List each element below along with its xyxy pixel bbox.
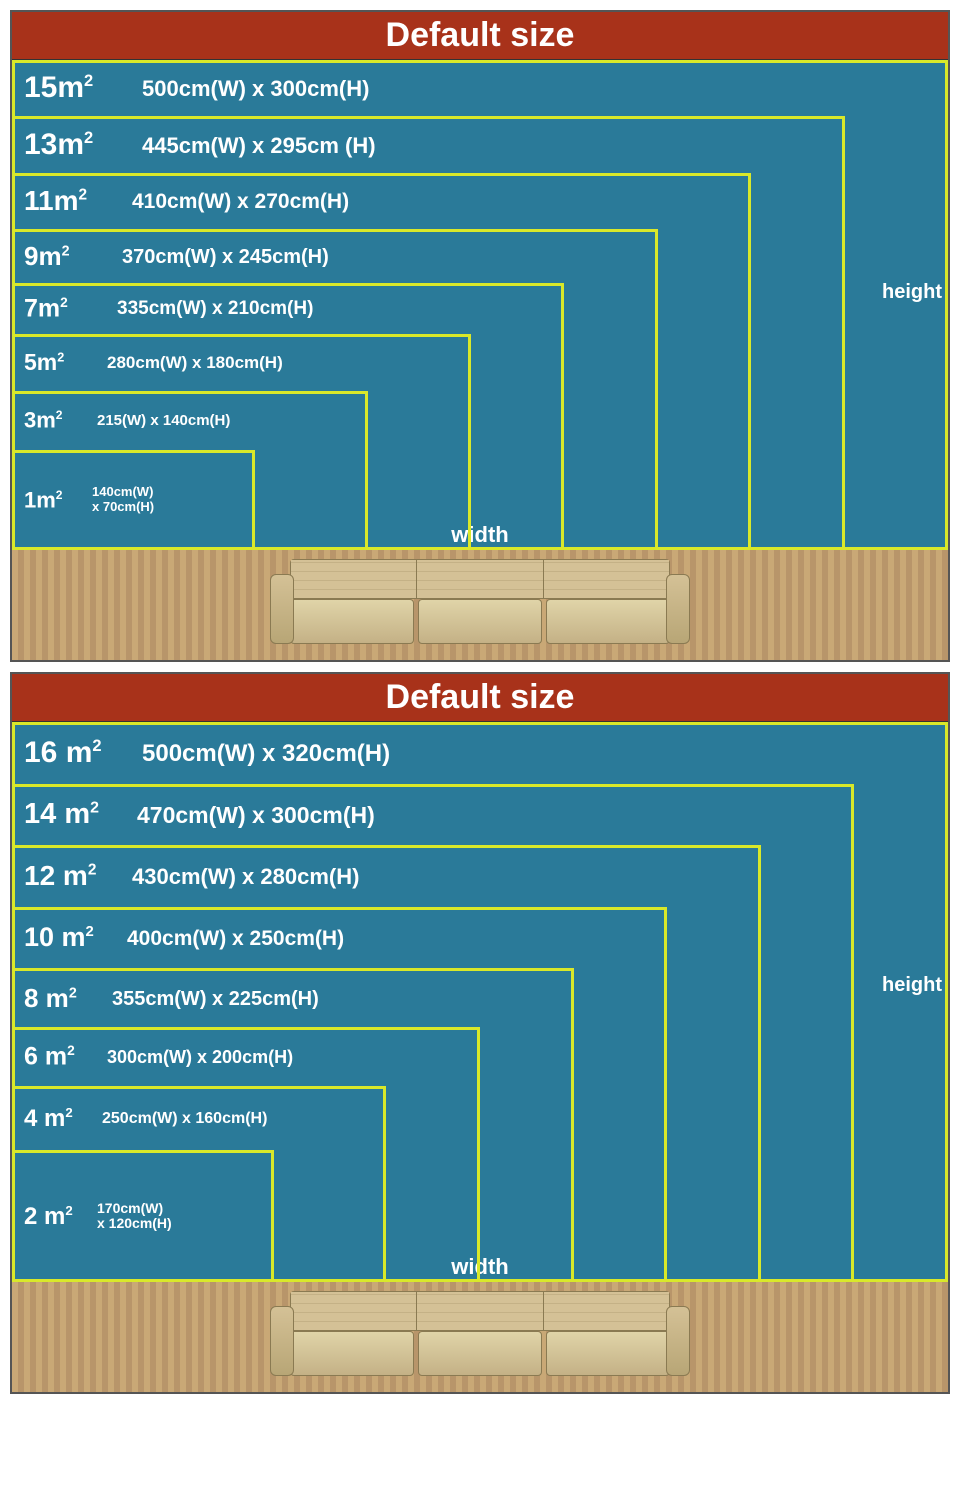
panel1-chart-area: width height 15m2500cm(W) x 300cm(H)13m2… xyxy=(12,60,948,550)
panel1-floor xyxy=(12,550,948,660)
panel2-title: Default size xyxy=(12,674,948,722)
area-label-7: 1m2 xyxy=(24,489,63,511)
sofa-illustration xyxy=(270,559,690,654)
sofa-seat xyxy=(290,599,670,644)
dim-label-5: 300cm(W) x 200cm(H) xyxy=(107,1048,293,1068)
area-label-5: 5m2 xyxy=(24,351,64,374)
dim-label-2: 410cm(W) x 270cm(H) xyxy=(132,190,349,213)
area-label-3: 10 m2 xyxy=(24,924,94,951)
dim-label-4: 355cm(W) x 225cm(H) xyxy=(112,988,319,1010)
dim-label-4: 335cm(W) x 210cm(H) xyxy=(117,299,313,320)
sofa-back xyxy=(290,559,670,599)
area-label-7: 2 m2 xyxy=(24,1204,73,1229)
dim-label-3: 370cm(W) x 245cm(H) xyxy=(122,246,329,268)
area-label-5: 6 m2 xyxy=(24,1044,75,1069)
panel2-floor xyxy=(12,1282,948,1392)
sofa-seat xyxy=(290,1331,670,1376)
area-label-0: 16 m2 xyxy=(24,738,102,768)
dim-label-7: 140cm(W) x 70cm(H) xyxy=(92,485,154,514)
panel2-chart-area: width height 16 m2500cm(W) x 320cm(H)14 … xyxy=(12,722,948,1282)
area-label-0: 15m2 xyxy=(24,73,93,103)
dim-label-6: 250cm(W) x 160cm(H) xyxy=(102,1110,267,1128)
dim-label-7: 170cm(W) x 120cm(H) xyxy=(97,1201,172,1232)
dim-label-3: 400cm(W) x 250cm(H) xyxy=(127,927,344,950)
size-panel-1: Default size width height 15m2500cm(W) x… xyxy=(10,10,950,662)
area-label-4: 7m2 xyxy=(24,296,68,321)
dim-label-6: 215(W) x 140cm(H) xyxy=(97,413,230,430)
dim-label-0: 500cm(W) x 320cm(H) xyxy=(142,741,390,767)
area-label-3: 9m2 xyxy=(24,243,70,269)
area-label-4: 8 m2 xyxy=(24,985,77,1011)
area-label-1: 14 m2 xyxy=(24,800,99,829)
area-label-6: 4 m2 xyxy=(24,1106,73,1131)
dim-label-1: 470cm(W) x 300cm(H) xyxy=(137,803,375,828)
area-label-2: 12 m2 xyxy=(24,862,96,890)
area-label-6: 3m2 xyxy=(24,409,63,431)
sofa-illustration xyxy=(270,1291,690,1386)
dim-label-1: 445cm(W) x 295cm (H) xyxy=(142,134,376,158)
size-panel-2: Default size width height 16 m2500cm(W) … xyxy=(10,672,950,1394)
dim-label-5: 280cm(W) x 180cm(H) xyxy=(107,354,283,373)
dim-label-0: 500cm(W) x 300cm(H) xyxy=(142,77,369,101)
dim-label-2: 430cm(W) x 280cm(H) xyxy=(132,865,359,889)
area-label-2: 11m2 xyxy=(24,187,87,215)
sofa-back xyxy=(290,1291,670,1331)
panel1-title: Default size xyxy=(12,12,948,60)
area-label-1: 13m2 xyxy=(24,130,93,160)
